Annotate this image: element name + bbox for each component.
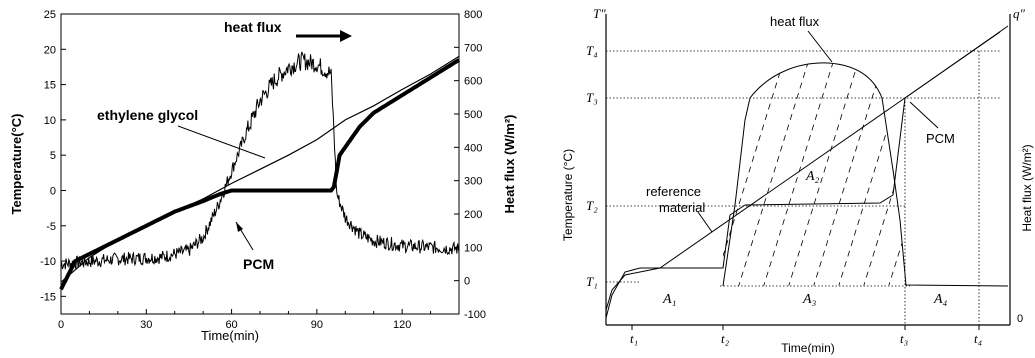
- left-ytick-label: 25: [44, 9, 56, 21]
- left-ytick-label: 0: [50, 185, 56, 197]
- right-ylabel: Temperature (°C): [561, 149, 575, 241]
- left-xtick-label: 60: [225, 319, 237, 331]
- right-ytick-T2: T₂: [586, 198, 598, 213]
- left-annotation-pcm: PCM: [243, 256, 274, 272]
- right-xtick-t3: t₃: [900, 331, 908, 346]
- right-ytick-T4: T₄: [586, 43, 598, 58]
- right-annotation-heat-flux-pointer: [807, 30, 833, 63]
- right-reference-material-curve: [605, 31, 1001, 311]
- right-chart: T″ q″ 0 T₄ T₃ T₂ T₁ t₁ t₂ t₃ t₄: [561, 6, 1034, 355]
- left-annotation-heat-flux: heat flux: [224, 19, 282, 35]
- left-annotation-pcm-arrowhead: [236, 222, 243, 232]
- left-y2tick-label: 100: [464, 242, 482, 254]
- right-annotation-reference: reference: [646, 184, 701, 199]
- right-annotation-reference-pointer: [697, 211, 713, 233]
- left-xtick-label: 0: [58, 319, 64, 331]
- right-area-A2: A₂: [805, 169, 820, 184]
- right-xtick-t2: t₂: [721, 331, 730, 346]
- left-series-heat-flux: [60, 51, 460, 270]
- left-series-pcm: [59, 58, 461, 291]
- right-annotation-pcm-pointer: [909, 101, 939, 129]
- left-y2label: Heat flux (W/m²): [502, 115, 517, 214]
- left-ylabel: Temperature(°C): [9, 113, 24, 214]
- right-heat-flux-curve: [722, 62, 1009, 287]
- right-area-A4: A₄: [933, 292, 948, 307]
- left-xtick-label: 90: [311, 319, 323, 331]
- right-ytick-T1: T₁: [586, 274, 598, 289]
- right-xlabel: Time(min): [781, 341, 835, 355]
- left-xtick-label: 30: [140, 319, 152, 331]
- left-y2tick-label: 800: [464, 9, 482, 21]
- right-annotation-material: material: [659, 200, 705, 215]
- left-y2tick-label: 200: [464, 209, 482, 221]
- left-ticks: 0 30 60 90 120 -15 -10 -5 0 5 10 15 20 25 -100 0 100 200 3…: [40, 9, 486, 331]
- left-annotation-heat-flux-arrowhead: [340, 30, 352, 42]
- left-ytick-label: 5: [50, 150, 56, 162]
- left-ytick-label: 10: [44, 115, 56, 127]
- left-y2tick-label: 700: [464, 42, 482, 54]
- right-area-A3: A₃: [802, 292, 817, 307]
- left-y2tick-label: 0: [464, 276, 470, 288]
- right-annotation-heat-flux: heat flux: [770, 14, 820, 29]
- left-annotation-glycol-pointer: [177, 125, 266, 159]
- right-ytick-T3: T₃: [586, 90, 598, 105]
- left-y2tick-label: 300: [464, 176, 482, 188]
- right-area-A1: A₁: [662, 292, 676, 307]
- right-y2label: Heat flux (W/m²): [1020, 144, 1034, 231]
- left-ytick-label: -5: [46, 221, 56, 233]
- right-xtick-t4: t₄: [974, 331, 983, 346]
- right-annotation-pcm: PCM: [926, 131, 955, 146]
- left-ytick-label: -15: [40, 291, 56, 303]
- left-xtick-label: 120: [393, 319, 411, 331]
- right-zero-label: 0: [1017, 313, 1023, 325]
- right-pcm-curve: [605, 25, 1009, 319]
- right-axis-top-left: T″: [593, 6, 606, 21]
- left-y2tick-label: 400: [464, 142, 482, 154]
- left-ytick-label: 20: [44, 44, 56, 56]
- right-axis-top-right: q″: [1013, 6, 1026, 21]
- left-y2tick-label: -100: [464, 309, 486, 321]
- left-annotation-glycol: ethylene glycol: [97, 107, 198, 123]
- left-xlabel: Time(min): [201, 328, 259, 343]
- left-ytick-label: -10: [40, 256, 56, 268]
- left-y2tick-label: 600: [464, 76, 482, 88]
- left-series: [59, 51, 461, 291]
- right-xtick-t1: t₁: [630, 331, 638, 346]
- left-y2tick-label: 500: [464, 109, 482, 121]
- left-ytick-label: 15: [44, 80, 56, 92]
